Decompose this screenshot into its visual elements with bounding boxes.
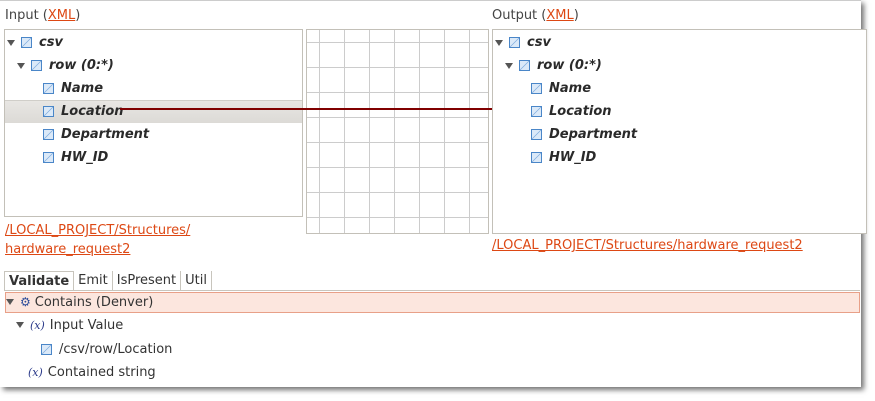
gears-icon: ⚙ <box>20 295 31 309</box>
expand-icon[interactable] <box>17 62 25 69</box>
validate-rule-row[interactable] <box>5 292 860 313</box>
node-label: HW_ID <box>61 150 109 165</box>
tree-node-csv[interactable]: csv <box>7 31 63 54</box>
element-icon <box>531 129 542 140</box>
input-path-link[interactable]: /LOCAL_PROJECT/Structures/hardware_reque… <box>5 221 190 259</box>
element-icon <box>21 37 32 48</box>
function-tabs: Validate Emit IsPresent Util <box>4 271 212 291</box>
input-tree[interactable]: csv row (0:*) Name Location Department H… <box>4 29 303 217</box>
input-header: Input (XML) <box>5 8 80 23</box>
param-value-path[interactable]: /csv/row/Location <box>41 338 172 360</box>
element-icon <box>509 37 520 48</box>
node-label: csv <box>527 35 551 50</box>
param-input-value[interactable]: (x) Input Value <box>16 314 123 336</box>
selected-row-highlight <box>5 100 302 123</box>
tree-node-row[interactable]: row (0:*) <box>17 54 114 77</box>
element-icon <box>41 343 52 355</box>
expand-icon[interactable] <box>16 322 24 328</box>
mapping-line[interactable] <box>120 108 520 110</box>
expand-icon[interactable] <box>495 39 503 46</box>
variable-icon: (x) <box>28 365 43 379</box>
output-header: Output (XML) <box>492 8 579 23</box>
node-label: Location <box>61 104 124 119</box>
expand-icon[interactable] <box>505 62 513 69</box>
tree-node-name[interactable]: Name <box>531 77 591 100</box>
node-label: row (0:*) <box>49 58 114 73</box>
element-icon <box>519 60 530 71</box>
tree-node-department[interactable]: Department <box>531 123 637 146</box>
element-icon <box>31 60 42 71</box>
expand-icon[interactable] <box>6 299 14 305</box>
tree-node-department[interactable]: Department <box>43 123 149 146</box>
variable-icon: (x) <box>30 318 45 332</box>
element-icon <box>43 129 54 140</box>
param-label: Input Value <box>49 317 124 333</box>
tree-node-csv[interactable]: csv <box>495 31 551 54</box>
node-label: csv <box>39 35 63 50</box>
tab-util[interactable]: Util <box>181 271 212 291</box>
node-label: row (0:*) <box>537 58 602 73</box>
node-label: Location <box>549 104 612 119</box>
node-label: Name <box>61 81 104 96</box>
rule-label: Contains (Denver) <box>34 294 154 310</box>
tree-node-location[interactable]: Location <box>531 100 612 123</box>
tab-divider <box>4 290 860 291</box>
node-label: Department <box>549 127 638 142</box>
element-icon <box>43 106 54 117</box>
node-label: HW_ID <box>549 150 597 165</box>
output-label: Output ( <box>492 8 547 23</box>
rule-contains[interactable]: ⚙ Contains (Denver) <box>6 291 153 313</box>
path-label: /csv/row/Location <box>59 341 173 357</box>
path-line-2[interactable]: hardware_request2 <box>5 242 131 257</box>
input-label-end: ) <box>75 8 81 23</box>
node-label: Department <box>61 127 150 142</box>
tree-node-row[interactable]: row (0:*) <box>505 54 602 77</box>
mapping-canvas[interactable] <box>306 29 489 234</box>
output-format-link[interactable]: XML <box>546 8 574 23</box>
element-icon <box>531 152 542 163</box>
param-contained-string[interactable]: (x) Contained string <box>28 361 156 383</box>
element-icon <box>531 83 542 94</box>
element-icon <box>43 83 54 94</box>
output-label-end: ) <box>573 8 579 23</box>
element-icon <box>531 106 542 117</box>
tab-validate[interactable]: Validate <box>4 271 75 291</box>
tree-node-name[interactable]: Name <box>43 77 103 100</box>
output-tree[interactable]: csv row (0:*) Name Location Department H… <box>492 29 867 234</box>
param-label: Contained string <box>47 364 156 380</box>
tree-node-location[interactable]: Location <box>43 100 124 123</box>
input-label: Input ( <box>5 8 48 23</box>
expand-icon[interactable] <box>7 39 15 46</box>
node-label: Name <box>549 81 592 96</box>
path-line-1[interactable]: /LOCAL_PROJECT/Structures/ <box>5 223 191 238</box>
tab-ispresent[interactable]: IsPresent <box>113 271 182 291</box>
tab-emit[interactable]: Emit <box>74 271 113 291</box>
tree-node-hw-id[interactable]: HW_ID <box>531 146 596 169</box>
output-path-link[interactable]: /LOCAL_PROJECT/Structures/hardware_reque… <box>492 238 803 253</box>
mapping-editor-window: Input (XML) csv row (0:*) Name Location … <box>0 0 867 383</box>
tree-node-hw-id[interactable]: HW_ID <box>43 146 108 169</box>
element-icon <box>43 152 54 163</box>
input-format-link[interactable]: XML <box>47 8 76 23</box>
